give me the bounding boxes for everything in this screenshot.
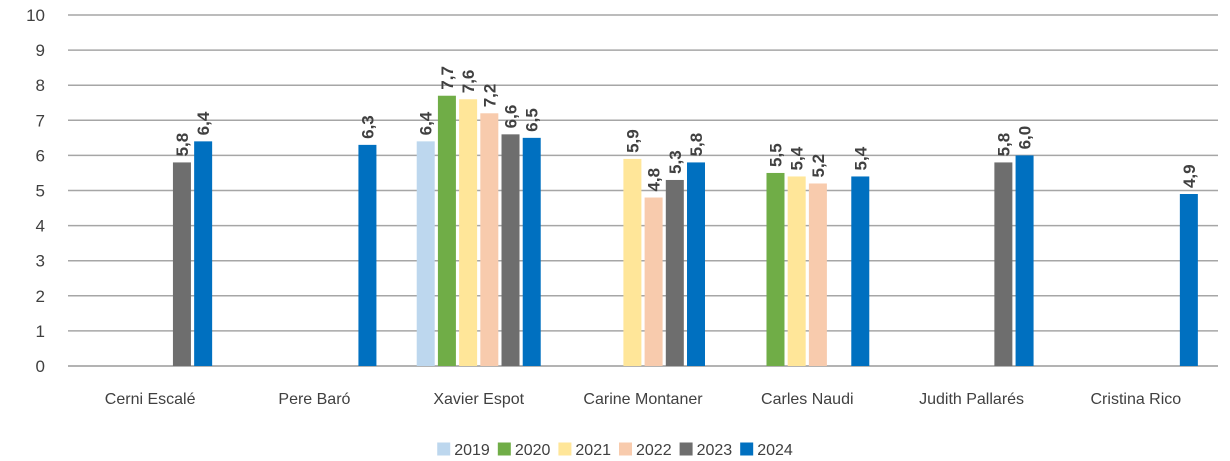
gridlines: [68, 14, 1218, 367]
legend-label: 2022: [636, 442, 672, 459]
legend-item-2023: 2023: [679, 442, 733, 459]
bar-2021: [787, 176, 806, 366]
bar-2022: [644, 197, 663, 366]
y-tick-label: 7: [36, 111, 45, 130]
legend-swatch: [740, 442, 754, 456]
bar-2023: [665, 179, 684, 366]
data-label: 6,4: [194, 111, 213, 135]
legend-item-2020: 2020: [497, 442, 551, 459]
legend-label: 2021: [575, 442, 611, 459]
bar-2022: [480, 113, 499, 366]
category-label: Cerni Escalé: [105, 391, 196, 408]
category-label: Cristina Rico: [1091, 391, 1182, 408]
data-label: 4,8: [645, 168, 664, 192]
bar-2023: [172, 162, 191, 366]
data-labels: 5,86,4 6,3 6,47,7 7,67,26,6 6,55,94,85,35,8 5…: [173, 66, 1199, 191]
bar-2019: [416, 141, 435, 366]
legend-item-2022: 2022: [619, 442, 672, 459]
legend-swatch: [437, 442, 451, 456]
y-tick-label: 9: [36, 41, 45, 60]
bar-2022: [808, 183, 827, 366]
bar-2023: [501, 134, 520, 366]
bar-2024: [851, 176, 870, 366]
legend: 2019 2020 2021 2022 2023 2024: [437, 442, 793, 459]
legend-label: 2020: [515, 442, 551, 459]
legend-swatch: [679, 442, 693, 456]
x-axis-categories: Cerni Escalé Pere Baró Xavier Espot Carine …: [105, 391, 1182, 408]
bar-2024: [194, 141, 213, 366]
category-label: Carles Naudi: [761, 391, 853, 408]
y-tick-label: 8: [36, 76, 45, 95]
category-label: Xavier Espot: [433, 391, 524, 408]
data-label: 7,2: [480, 84, 499, 108]
legend-label: 2023: [697, 442, 733, 459]
y-tick-label: 1: [36, 322, 45, 341]
data-label: 6,4: [417, 111, 436, 135]
data-label: 6,6: [502, 105, 521, 129]
y-tick-label: 0: [36, 357, 45, 376]
y-tick-label: 10: [26, 6, 45, 25]
data-label: 5,8: [994, 133, 1013, 157]
y-tick-label: 6: [36, 146, 45, 165]
bar-2021: [459, 99, 478, 367]
bar-2024: [358, 144, 377, 366]
y-axis-ticks: 0 1 2 3 4 5 6 7 8 9 10: [26, 6, 45, 376]
category-label: Carine Montaner: [583, 391, 703, 408]
data-label: 5,2: [809, 154, 828, 178]
legend-item-2024: 2024: [740, 442, 793, 459]
bar-2020: [766, 172, 785, 366]
legend-swatch: [619, 442, 632, 456]
legend-label: 2024: [757, 442, 793, 459]
bar-2023: [994, 162, 1013, 366]
data-label: 6,3: [358, 115, 377, 139]
data-label: 5,9: [623, 129, 642, 153]
data-label: 5,8: [687, 133, 706, 157]
data-label: 5,5: [766, 143, 785, 167]
y-tick-label: 5: [36, 182, 45, 201]
y-tick-label: 3: [36, 252, 45, 271]
bar-2024: [522, 137, 541, 366]
data-label: 7,7: [438, 66, 457, 90]
data-label: 5,3: [666, 150, 685, 174]
bar-2024: [687, 162, 705, 366]
data-label: 5,4: [851, 146, 870, 170]
category-label: Judith Pallarés: [919, 391, 1024, 408]
legend-item-2019: 2019: [437, 442, 490, 459]
y-tick-label: 2: [36, 287, 45, 306]
data-label: 4,9: [1180, 164, 1199, 188]
bar-2024: [1179, 194, 1198, 366]
bar-2021: [623, 158, 642, 366]
legend-swatch: [497, 442, 511, 456]
bar-2024: [1015, 155, 1034, 366]
legend-label: 2019: [454, 442, 490, 459]
data-label: 6,0: [1016, 126, 1035, 150]
legend-swatch: [558, 442, 572, 456]
legend-item-2021: 2021: [558, 442, 611, 459]
category-label: Pere Baró: [278, 391, 350, 408]
data-label: 7,6: [459, 70, 478, 94]
bars: [172, 95, 1198, 367]
y-tick-label: 4: [36, 217, 45, 236]
data-label: 5,4: [788, 146, 807, 170]
data-label: 6,5: [523, 108, 542, 132]
data-label: 5,8: [173, 133, 192, 157]
bar-2020: [437, 95, 456, 366]
